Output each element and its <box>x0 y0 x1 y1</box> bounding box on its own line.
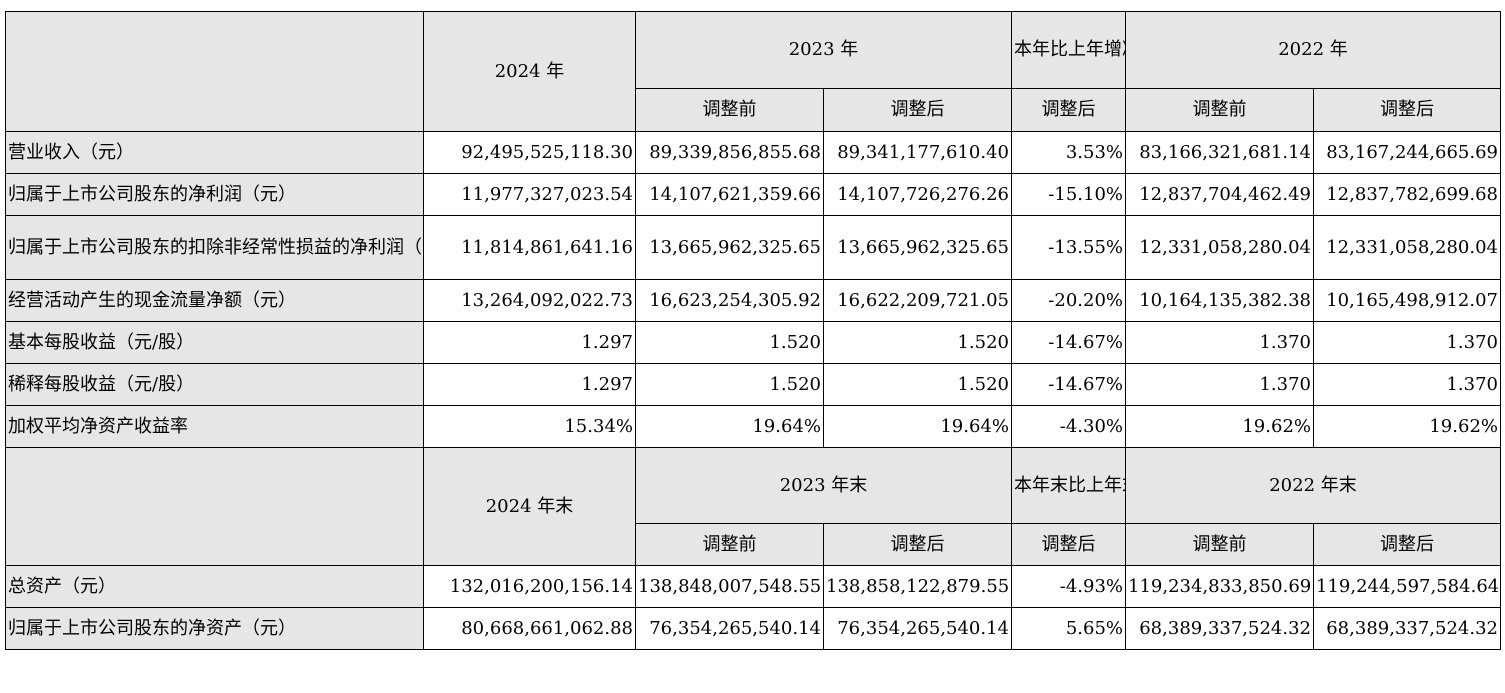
cell-2022-after: 10,165,498,912.07 <box>1313 279 1501 322</box>
row-label: 归属于上市公司股东的扣除非经常性损益的净利润（元） <box>5 215 424 280</box>
cell-2023-before: 138,848,007,548.55 <box>635 565 824 608</box>
cell-change: -13.55% <box>1011 215 1126 280</box>
cell-2022-before: 83,166,321,681.14 <box>1125 131 1314 174</box>
header1-2023-before: 调整前 <box>635 88 824 132</box>
header1-2022-after: 调整后 <box>1313 88 1501 132</box>
header1-2023-after: 调整后 <box>823 88 1012 132</box>
cell-2024: 1.297 <box>423 321 636 364</box>
row-label: 营业收入（元） <box>5 131 424 174</box>
cell-change: -4.93% <box>1011 565 1126 608</box>
header2-2023-after: 调整后 <box>823 523 1012 566</box>
header1-2022-before: 调整前 <box>1125 88 1314 132</box>
cell-2022-before: 1.370 <box>1125 321 1314 364</box>
cell-2022-after: 119,244,597,584.64 <box>1313 565 1501 608</box>
table-row: 基本每股收益（元/股） 1.297 1.520 1.520 -14.67% 1.… <box>5 321 1501 364</box>
table-row: 归属于上市公司股东的扣除非经常性损益的净利润（元） 11,814,861,641… <box>5 215 1501 280</box>
cell-2023-after: 13,665,962,325.65 <box>823 215 1012 280</box>
cell-2023-before: 89,339,856,855.68 <box>635 131 824 174</box>
cell-2023-before: 1.520 <box>635 321 824 364</box>
cell-2022-after: 19.62% <box>1313 405 1501 448</box>
cell-2023-before: 14,107,621,359.66 <box>635 173 824 216</box>
header1-2024: 2024 年 <box>423 11 636 132</box>
header2-2022: 2022 年末 <box>1125 447 1501 524</box>
header2-blank-cell <box>5 447 424 566</box>
cell-2023-after: 76,354,265,540.14 <box>823 607 1012 650</box>
table-row: 加权平均净资产收益率 15.34% 19.64% 19.64% -4.30% 1… <box>5 405 1501 448</box>
header2-change-after: 调整后 <box>1011 523 1126 566</box>
cell-2023-before: 13,665,962,325.65 <box>635 215 824 280</box>
cell-change: 3.53% <box>1011 131 1126 174</box>
cell-2022-after: 1.370 <box>1313 321 1501 364</box>
cell-2024: 132,016,200,156.14 <box>423 565 636 608</box>
header2-2023: 2023 年末 <box>635 447 1012 524</box>
cell-2022-before: 12,331,058,280.04 <box>1125 215 1314 280</box>
cell-2023-before: 19.64% <box>635 405 824 448</box>
cell-change: 5.65% <box>1011 607 1126 650</box>
cell-2023-before: 1.520 <box>635 363 824 406</box>
cell-2024: 11,977,327,023.54 <box>423 173 636 216</box>
header1-2023: 2023 年 <box>635 10 1012 90</box>
table-row: 营业收入（元） 92,495,525,118.30 89,339,856,855… <box>5 131 1501 174</box>
cell-change: -14.67% <box>1011 321 1126 364</box>
cell-2022-before: 10,164,135,382.38 <box>1125 279 1314 322</box>
cell-2022-after: 12,837,782,699.68 <box>1313 173 1501 216</box>
cell-2022-after: 83,167,244,665.69 <box>1313 131 1501 174</box>
cell-change: -4.30% <box>1011 405 1126 448</box>
cell-2024: 13,264,092,022.73 <box>423 279 636 322</box>
row-label: 基本每股收益（元/股） <box>5 321 424 364</box>
cell-2023-before: 76,354,265,540.14 <box>635 607 824 650</box>
cell-2024: 15.34% <box>423 405 636 448</box>
cell-change: -20.20% <box>1011 279 1126 322</box>
cell-2023-after: 89,341,177,610.40 <box>823 131 1012 174</box>
table-row: 归属于上市公司股东的净利润（元） 11,977,327,023.54 14,10… <box>5 173 1501 216</box>
cell-2023-after: 138,858,122,879.55 <box>823 565 1012 608</box>
cell-2023-after: 14,107,726,276.26 <box>823 173 1012 216</box>
header1-change: 本年比上年增减 <box>1011 10 1126 90</box>
cell-2024: 80,668,661,062.88 <box>423 607 636 650</box>
cell-2022-before: 119,234,833,850.69 <box>1125 565 1314 608</box>
cell-2024: 1.297 <box>423 363 636 406</box>
table-row: 经营活动产生的现金流量净额（元） 13,264,092,022.73 16,62… <box>5 279 1501 322</box>
cell-2024: 92,495,525,118.30 <box>423 131 636 174</box>
header1-blank-cell <box>5 11 424 132</box>
row-label: 归属于上市公司股东的净资产（元） <box>5 607 424 650</box>
cell-2022-before: 12,837,704,462.49 <box>1125 173 1314 216</box>
row-label: 加权平均净资产收益率 <box>5 405 424 448</box>
row-label: 稀释每股收益（元/股） <box>5 363 424 406</box>
cell-2022-after: 68,389,337,524.32 <box>1313 607 1501 650</box>
table-row: 归属于上市公司股东的净资产（元） 80,668,661,062.88 76,35… <box>5 607 1501 650</box>
row-label: 归属于上市公司股东的净利润（元） <box>5 173 424 216</box>
cell-change: -14.67% <box>1011 363 1126 406</box>
cell-2022-after: 12,331,058,280.04 <box>1313 215 1501 280</box>
row-label: 经营活动产生的现金流量净额（元） <box>5 279 424 322</box>
header2-change: 本年末比上年末增减 <box>1011 447 1126 524</box>
header2-2023-before: 调整前 <box>635 523 824 566</box>
cell-2022-before: 68,389,337,524.32 <box>1125 607 1314 650</box>
cell-2022-before: 19.62% <box>1125 405 1314 448</box>
cell-2024: 11,814,861,641.16 <box>423 215 636 280</box>
header1-change-after: 调整后 <box>1011 88 1126 132</box>
cell-2023-before: 16,623,254,305.92 <box>635 279 824 322</box>
header2-2022-after: 调整后 <box>1313 523 1501 566</box>
cell-2022-after: 1.370 <box>1313 363 1501 406</box>
header2-2022-before: 调整前 <box>1125 523 1314 566</box>
header2-2024: 2024 年末 <box>423 447 636 566</box>
table-row: 总资产（元） 132,016,200,156.14 138,848,007,54… <box>5 565 1501 608</box>
row-label: 总资产（元） <box>5 565 424 608</box>
cell-2023-after: 19.64% <box>823 405 1012 448</box>
cell-2022-before: 1.370 <box>1125 363 1314 406</box>
financial-summary-table: 2024 年 2023 年 本年比上年增减 2022 年 调整前 调整后 调整后… <box>5 10 1501 650</box>
header1-2022: 2022 年 <box>1125 10 1501 90</box>
table-row: 稀释每股收益（元/股） 1.297 1.520 1.520 -14.67% 1.… <box>5 363 1501 406</box>
cell-2023-after: 1.520 <box>823 363 1012 406</box>
cell-change: -15.10% <box>1011 173 1126 216</box>
cell-2023-after: 1.520 <box>823 321 1012 364</box>
cell-2023-after: 16,622,209,721.05 <box>823 279 1012 322</box>
